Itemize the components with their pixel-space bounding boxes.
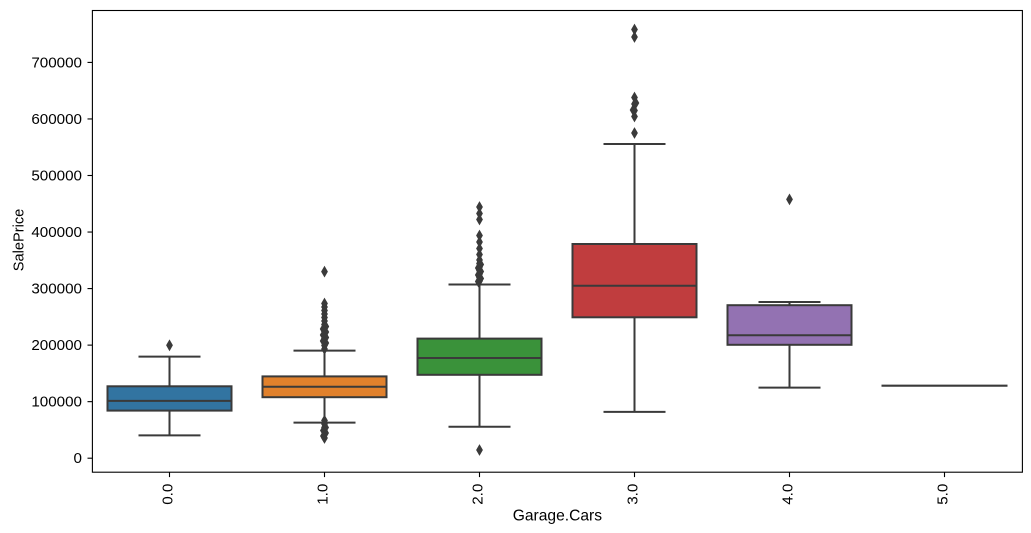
svg-text:300000: 300000: [31, 281, 82, 298]
svg-text:2.0: 2.0: [469, 484, 486, 505]
svg-text:3.0: 3.0: [624, 484, 641, 505]
svg-text:4.0: 4.0: [779, 484, 796, 505]
svg-text:Garage.Cars: Garage.Cars: [513, 508, 602, 525]
svg-text:0: 0: [74, 450, 82, 467]
svg-text:100000: 100000: [31, 394, 82, 411]
svg-text:1.0: 1.0: [314, 484, 331, 505]
svg-text:700000: 700000: [31, 54, 82, 71]
svg-text:200000: 200000: [31, 337, 82, 354]
svg-text:500000: 500000: [31, 168, 82, 185]
svg-text:0.0: 0.0: [159, 484, 176, 505]
svg-text:400000: 400000: [31, 224, 82, 241]
svg-text:5.0: 5.0: [934, 484, 951, 505]
svg-text:600000: 600000: [31, 111, 82, 128]
svg-text:SalePrice: SalePrice: [11, 209, 27, 271]
